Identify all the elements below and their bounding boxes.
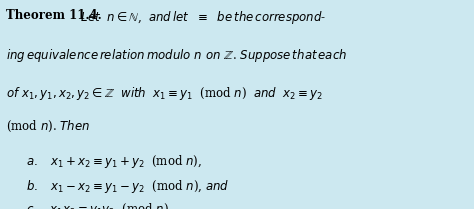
Text: Theorem 11.4.: Theorem 11.4. <box>6 9 102 22</box>
Text: $\it{b.}$   $x_1 - x_2 \equiv y_1 - y_2$  (mod $n$), $\it{and}$: $\it{b.}$ $x_1 - x_2 \equiv y_1 - y_2$ (… <box>26 178 229 195</box>
Text: $\it{ing\,equivalence\,relation\,modulo}$ $n$ $\it{on}$ $\mathbb{Z}$. $\it{Suppo: $\it{ing\,equivalence\,relation\,modulo}… <box>6 47 347 64</box>
Text: $\it{Let}$  $n \in \mathbb{N}$,  $\it{and\,let}$  $\equiv$  $\it{be\,the\,corres: $\it{Let}$ $n \in \mathbb{N}$, $\it{and\… <box>73 9 327 26</box>
Text: $\it{a.}$   $x_1 + x_2 \equiv y_1 + y_2$  (mod $n$),: $\it{a.}$ $x_1 + x_2 \equiv y_1 + y_2$ (… <box>26 153 202 169</box>
Text: $\it{c.}$   $x_1 x_2 \equiv y_1 y_2$  (mod $n$).: $\it{c.}$ $x_1 x_2 \equiv y_1 y_2$ (mod … <box>26 201 173 209</box>
Text: (mod $n$). $\it{Then}$: (mod $n$). $\it{Then}$ <box>6 119 90 134</box>
Text: $\it{of}$ $x_1, y_1, x_2, y_2 \in \mathbb{Z}$  $\it{with}$  $x_1 \equiv y_1$  (m: $\it{of}$ $x_1, y_1, x_2, y_2 \in \mathb… <box>6 85 323 102</box>
